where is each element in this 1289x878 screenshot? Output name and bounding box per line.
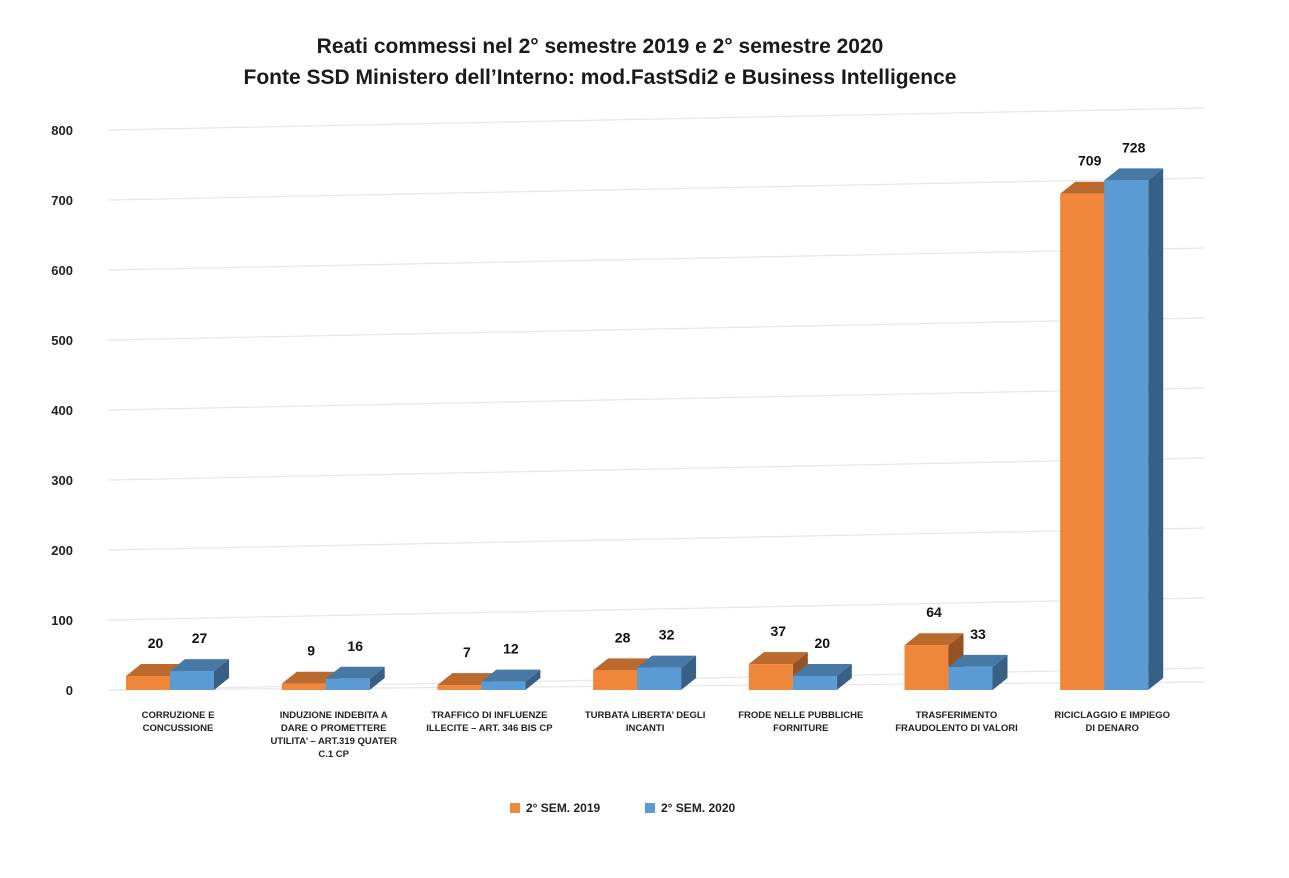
bar-top: [325, 666, 385, 679]
bar-front: [748, 664, 793, 690]
bar: [170, 659, 229, 690]
bar-side: [369, 666, 385, 690]
legend-label: 2° SEM. 2019: [526, 801, 601, 815]
x-tick-label: TRAFFICO DI INFLUENZE ILLECITE – ART. 346…: [426, 710, 553, 734]
bar-top: [748, 652, 808, 665]
data-label: 7: [463, 644, 471, 660]
x-tick-label: INDUZIONE INDEBITA A DARE O PROMETTERE UTI…: [270, 710, 397, 760]
bar-side: [836, 664, 852, 690]
data-label: 9: [307, 643, 315, 659]
gridline: [107, 387, 1206, 411]
data-label: 20: [148, 635, 164, 651]
y-tick-label: 0: [66, 683, 73, 698]
gridline: [107, 177, 1206, 201]
bar-side: [214, 659, 229, 690]
legend: 2° SEM. 2019 2° SEM. 2020: [510, 801, 736, 815]
bar-front: [325, 678, 370, 690]
x-tick-label: TURBATA LIBERTA’ DEGLI INCANTI: [585, 710, 706, 734]
gridline: [107, 247, 1206, 271]
data-label: 32: [659, 627, 675, 643]
bar-front: [126, 676, 170, 690]
bar-side: [681, 655, 697, 690]
legend-swatch: [645, 803, 655, 813]
bar-top: [170, 659, 229, 672]
bar-top: [1104, 168, 1164, 181]
gridline: [107, 527, 1206, 551]
y-tick-label: 800: [51, 123, 73, 138]
bar-front: [281, 683, 326, 690]
bar-front: [1104, 180, 1149, 690]
bar: [948, 654, 1008, 690]
bar-front: [593, 670, 638, 690]
x-tick-label: CORRUZIONE E CONCUSSIONE: [142, 710, 215, 734]
y-tick-label: 600: [51, 263, 73, 278]
x-tick-label: RICICLAGGIO E IMPIEGO DI DENARO: [1054, 710, 1170, 734]
bar: [481, 669, 541, 690]
data-label: 33: [970, 626, 986, 642]
bar-front: [481, 681, 526, 690]
bar-top: [948, 654, 1008, 667]
bar-front: [1060, 193, 1105, 690]
bar-top: [637, 655, 697, 668]
chart-subtitle: Fonte SSD Ministero dell’Interno: mod.Fa…: [244, 66, 957, 89]
bar-front: [437, 685, 482, 690]
y-tick-label: 700: [51, 193, 73, 208]
y-tick-label: 100: [51, 613, 73, 628]
bar-side: [1148, 168, 1164, 690]
y-tick-label: 300: [51, 473, 73, 488]
data-label: 16: [347, 638, 363, 654]
data-label: 37: [771, 623, 787, 639]
legend-item: 2° SEM. 2020: [645, 801, 736, 815]
bar-top: [792, 664, 852, 676]
x-tick-label: FRODE NELLE PUBBLICHE FORNITURE: [738, 710, 863, 734]
bar: [1104, 168, 1164, 690]
gridline: [107, 597, 1206, 621]
bar-side: [525, 669, 541, 690]
legend-label: 2° SEM. 2020: [661, 801, 736, 815]
legend-item: 2° SEM. 2019: [510, 801, 601, 815]
bar-front: [792, 676, 837, 690]
bar: [637, 655, 697, 690]
data-label: 728: [1122, 139, 1146, 155]
bar-front: [948, 666, 993, 690]
y-axis: 0 100 200 300 400 500 600 700 800: [51, 123, 73, 698]
data-label: 64: [926, 604, 942, 620]
legend-swatch: [510, 803, 520, 813]
data-label: 27: [192, 630, 208, 646]
data-label: 28: [615, 629, 631, 645]
bar-side: [992, 654, 1008, 690]
gridline: [107, 107, 1206, 131]
data-label: 20: [815, 635, 831, 651]
bar-front: [904, 645, 949, 690]
bar: [792, 664, 852, 690]
y-tick-label: 400: [51, 403, 73, 418]
bar-front: [170, 671, 214, 690]
y-tick-label: 500: [51, 333, 73, 348]
gridline: [107, 317, 1206, 341]
chart-title: Reati commessi nel 2° semestre 2019 e 2°…: [317, 35, 884, 58]
data-label: 709: [1078, 153, 1102, 169]
bar: [325, 666, 385, 690]
y-tick-label: 200: [51, 543, 73, 558]
x-axis: CORRUZIONE E CONCUSSIONE INDUZIONE INDEBIT…: [142, 710, 1170, 760]
data-label: 12: [503, 641, 519, 657]
bar-top: [481, 669, 541, 682]
gridlines: [107, 107, 1206, 691]
data-labels: 20 27 9 16 7 12 28 32 37 20 64 33 709 728: [148, 139, 1146, 660]
bars: [126, 168, 1164, 690]
bar-top: [904, 633, 964, 646]
x-tick-label: TRASFERIMENTO FRAUDOLENTO DI VALORI: [895, 710, 1018, 734]
gridline: [107, 457, 1206, 481]
bar-front: [637, 667, 682, 690]
